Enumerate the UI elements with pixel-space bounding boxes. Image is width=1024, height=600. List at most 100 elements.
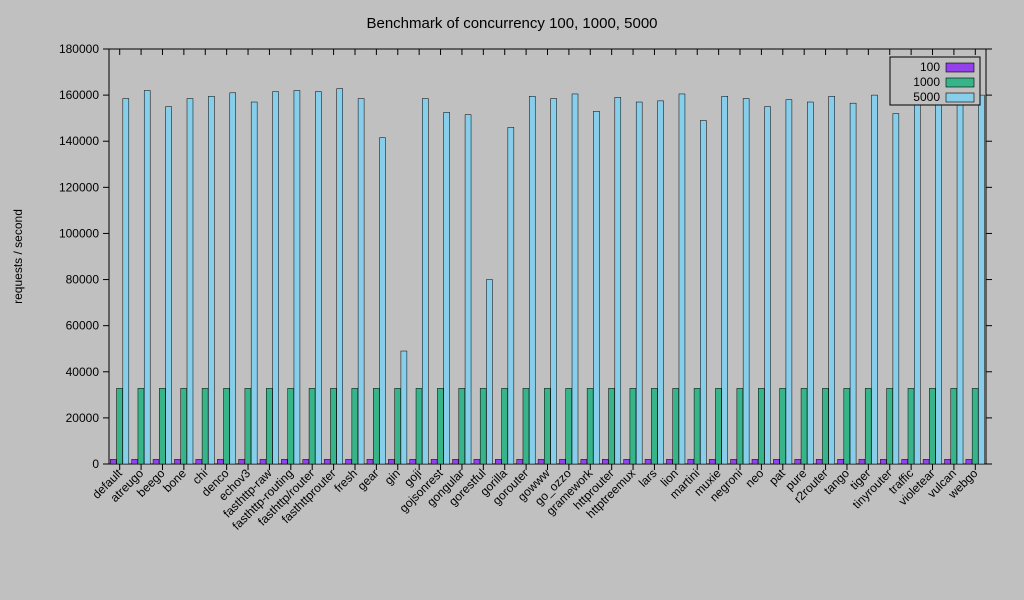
bar <box>380 138 386 464</box>
bar <box>587 388 593 464</box>
bar <box>110 459 116 464</box>
bar <box>208 96 214 464</box>
bar <box>373 388 379 464</box>
bar <box>410 459 416 464</box>
y-tick-label: 100000 <box>59 226 99 240</box>
bar <box>700 120 706 464</box>
bar <box>416 388 422 464</box>
y-tick-label: 20000 <box>66 411 100 425</box>
bar <box>480 388 486 464</box>
bar <box>266 388 272 464</box>
bar <box>822 388 828 464</box>
legend-swatch <box>946 93 974 102</box>
bar <box>859 459 865 464</box>
bar <box>651 388 657 464</box>
bar <box>780 388 786 464</box>
bar <box>679 94 685 464</box>
bar <box>260 459 266 464</box>
bar <box>624 459 630 464</box>
bar <box>523 388 529 464</box>
y-tick-label: 60000 <box>66 319 100 333</box>
bar <box>239 459 245 464</box>
legend-item-label: 5000 <box>913 90 940 104</box>
bar <box>181 388 187 464</box>
bar <box>196 459 202 464</box>
bar <box>688 459 694 464</box>
benchmark-chart: 0200004000060000800001000001200001400001… <box>0 0 1024 600</box>
bar <box>807 102 813 464</box>
bar <box>572 94 578 464</box>
bar <box>352 388 358 464</box>
legend-swatch <box>946 78 974 87</box>
bar <box>309 388 315 464</box>
y-tick-label: 80000 <box>66 273 100 287</box>
bar <box>786 100 792 464</box>
bar <box>486 280 492 464</box>
bar <box>871 95 877 464</box>
y-tick-label: 180000 <box>59 42 99 56</box>
bar <box>166 107 172 464</box>
bar <box>902 459 908 464</box>
bar <box>465 115 471 464</box>
bar <box>972 388 978 464</box>
bar <box>224 388 230 464</box>
bar <box>752 459 758 464</box>
bar <box>395 388 401 464</box>
bar <box>230 93 236 464</box>
bar <box>609 388 615 464</box>
y-tick-label: 0 <box>92 457 99 471</box>
bar <box>636 102 642 464</box>
bar <box>765 107 771 464</box>
bar <box>709 459 715 464</box>
bar <box>966 459 972 464</box>
bar <box>453 459 459 464</box>
bar <box>593 111 599 464</box>
bar <box>187 99 193 464</box>
bar <box>731 459 737 464</box>
bar <box>159 388 165 464</box>
bar <box>529 96 535 464</box>
bar <box>865 388 871 464</box>
bar <box>273 92 279 464</box>
bar <box>795 459 801 464</box>
bar <box>615 97 621 464</box>
bar <box>715 388 721 464</box>
bar <box>602 459 608 464</box>
bar <box>923 459 929 464</box>
chart-title: Benchmark of concurrency 100, 1000, 5000 <box>366 15 657 32</box>
bar <box>422 99 428 464</box>
bar <box>138 388 144 464</box>
bar <box>358 99 364 464</box>
bar <box>303 459 309 464</box>
legend-item-label: 1000 <box>913 75 940 89</box>
bar <box>945 459 951 464</box>
bar <box>288 388 294 464</box>
bar <box>844 388 850 464</box>
bar <box>346 459 352 464</box>
bar <box>829 96 835 464</box>
bar <box>581 459 587 464</box>
bar <box>951 388 957 464</box>
bar <box>495 459 501 464</box>
bar <box>850 103 856 464</box>
bar <box>202 388 208 464</box>
bar <box>251 102 257 464</box>
bar <box>893 114 899 464</box>
bar <box>174 459 180 464</box>
bar <box>517 459 523 464</box>
y-tick-label: 120000 <box>59 180 99 194</box>
legend-item-label: 100 <box>920 60 940 74</box>
bar <box>337 89 343 464</box>
bar <box>281 459 287 464</box>
bar <box>437 388 443 464</box>
bar <box>887 388 893 464</box>
bar <box>929 388 935 464</box>
y-tick-label: 40000 <box>66 365 100 379</box>
bar <box>743 99 749 464</box>
bar <box>559 459 565 464</box>
bar <box>217 459 223 464</box>
bar <box>838 459 844 464</box>
bar <box>978 95 984 464</box>
bar <box>880 459 886 464</box>
bar <box>936 103 942 464</box>
